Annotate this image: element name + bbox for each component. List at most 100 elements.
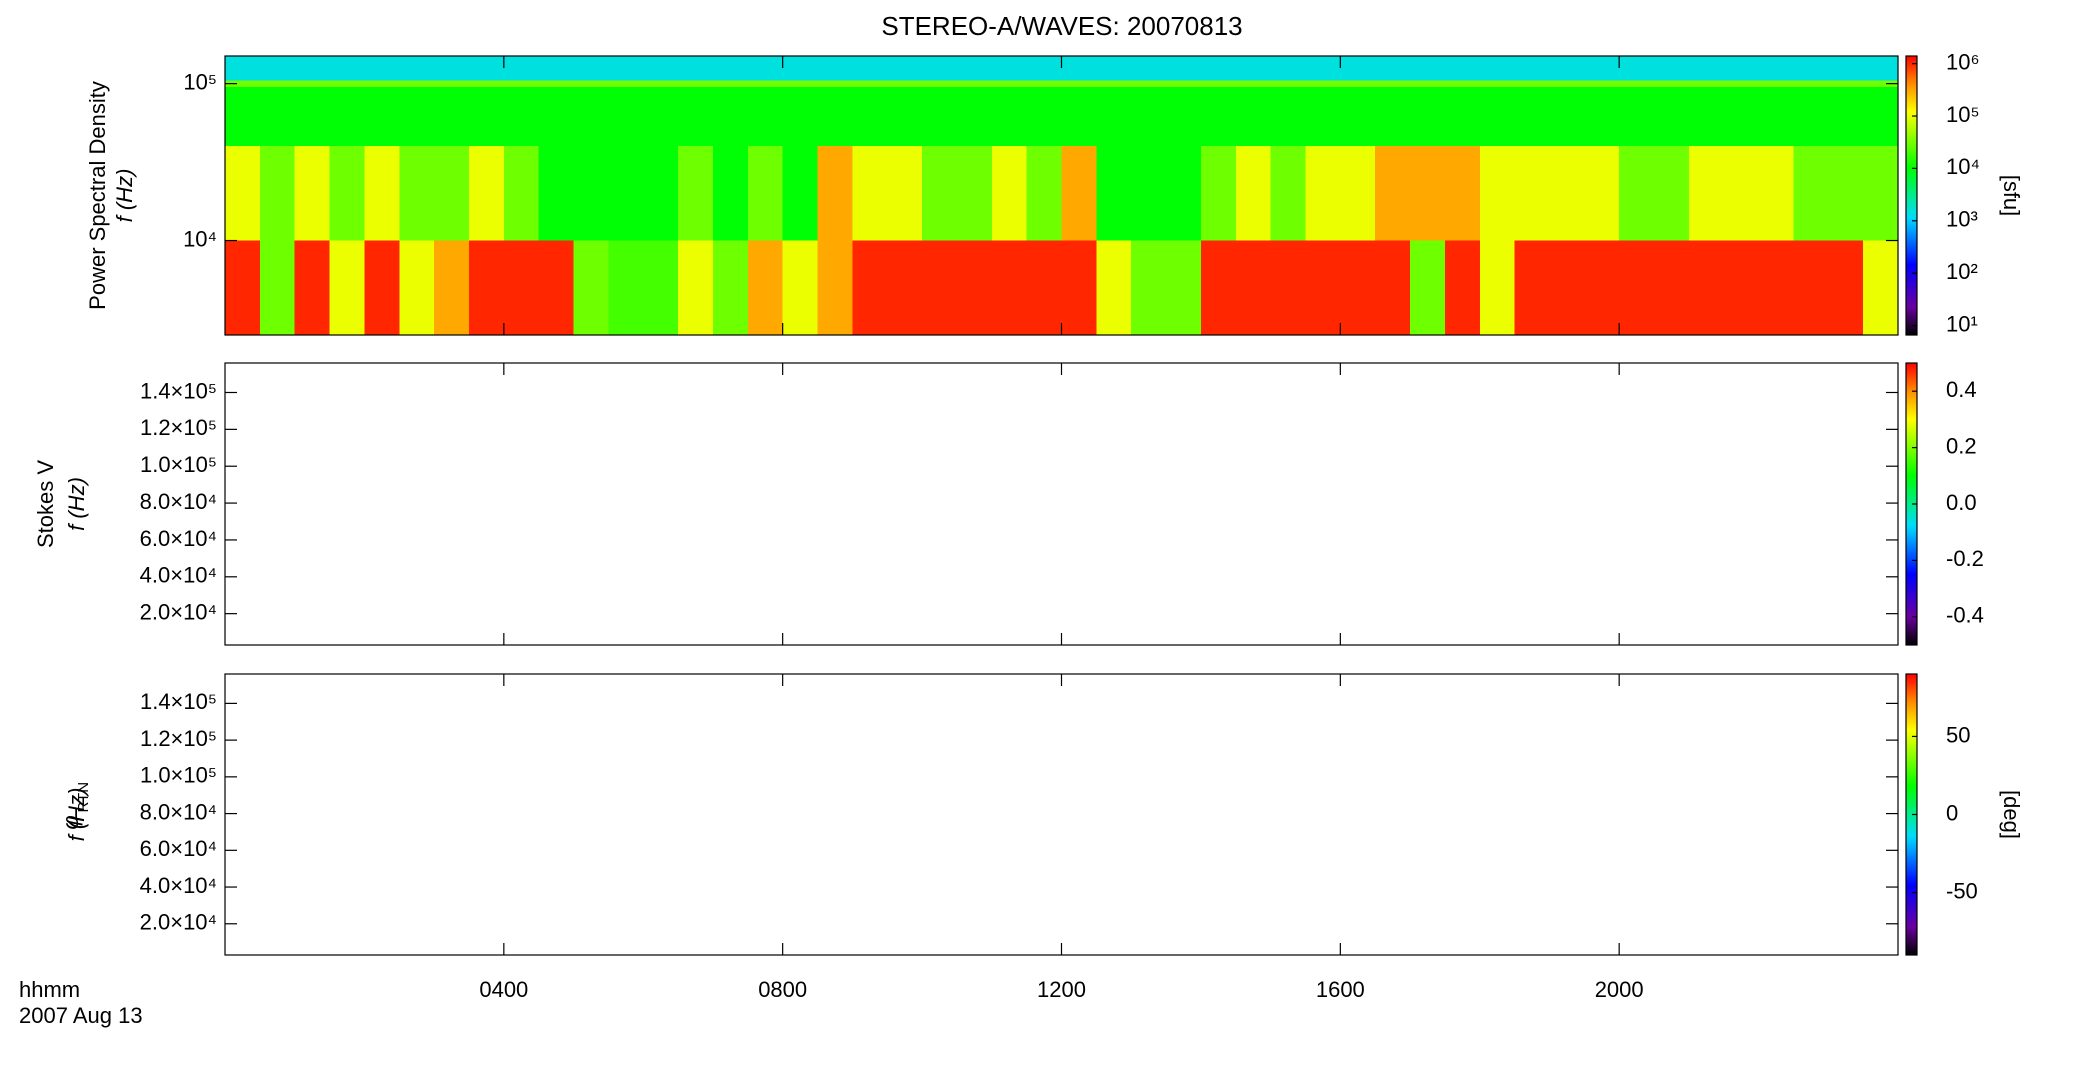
heatmap-cell: [922, 80, 958, 88]
heatmap-cell: [956, 240, 993, 335]
heatmap-cell: [1026, 80, 1063, 88]
heatmap-cell: [294, 56, 331, 81]
heatmap-cell: [468, 240, 505, 335]
colorbar-label: [deg]: [1999, 790, 2024, 839]
heatmap-cell: [1723, 240, 1760, 335]
heatmap-cell: [782, 146, 819, 241]
heatmap-cell: [434, 87, 470, 147]
colorbar-tick-label: -0.4: [1946, 603, 1984, 628]
heatmap-cell: [538, 240, 575, 335]
heatmap-cell: [434, 80, 470, 88]
heatmap-cell: [1584, 146, 1620, 241]
heatmap-cell: [1235, 87, 1272, 147]
heatmap-cell: [1828, 146, 1864, 241]
heatmap-cell: [991, 87, 1028, 147]
heatmap-cell: [991, 56, 1028, 81]
heatmap-cell: [1619, 146, 1655, 241]
heatmap-cell: [1793, 87, 1829, 147]
heatmap-cell: [259, 87, 296, 147]
heatmap-cell: [1410, 146, 1446, 241]
heatmap-cell: [608, 56, 644, 81]
heatmap-cell: [887, 56, 923, 81]
y-tick-label: 2.0×10⁴: [140, 910, 217, 935]
colorbar-tick-label: 10⁶: [1946, 49, 1980, 74]
heatmap-cell: [1479, 80, 1516, 88]
heatmap-cell: [1863, 56, 1899, 81]
heatmap-cell: [678, 146, 714, 241]
heatmap-cell: [1270, 80, 1307, 88]
heatmap-cell: [1758, 80, 1795, 88]
heatmap-cell: [1688, 80, 1725, 88]
x-tick-label: 0400: [479, 977, 528, 1002]
colorbar-tick-label: 10³: [1946, 207, 1978, 232]
y-axis-label: Stokes V: [33, 460, 58, 548]
heatmap-cell: [817, 80, 853, 88]
heatmap-cell: [1305, 56, 1341, 81]
y-tick-label: 10⁵: [183, 69, 217, 94]
y-tick-label: 1.0×10⁵: [140, 763, 217, 788]
heatmap-cell: [922, 240, 958, 335]
heatmap-cell: [608, 146, 644, 241]
heatmap-cell: [1096, 56, 1132, 81]
heatmap-cell: [1654, 87, 1690, 147]
heatmap-cell: [1549, 87, 1585, 147]
heatmap-cell: [887, 87, 923, 147]
heatmap-cell: [503, 80, 540, 88]
heatmap-cell: [643, 87, 679, 147]
heatmap-cell: [608, 240, 644, 335]
colorbar-tick-label: 50: [1946, 722, 1970, 747]
heatmap-cell: [573, 80, 609, 88]
plot-frame: [224, 673, 1899, 956]
heatmap-cell: [1723, 87, 1760, 147]
heatmap-cell: [573, 240, 609, 335]
heatmap-cell: [434, 56, 470, 81]
heatmap-cell: [852, 146, 888, 241]
heatmap-cell: [608, 80, 644, 88]
heatmap-cell: [643, 56, 679, 81]
heatmap-cell: [747, 146, 784, 241]
heatmap-cell: [1026, 146, 1063, 241]
heatmap-cell: [329, 56, 366, 81]
colorbar: [1905, 55, 1918, 336]
heatmap-cell: [1584, 56, 1620, 81]
date-label: 2007 Aug 13: [19, 1003, 143, 1028]
y-tick-label: 1.2×10⁵: [140, 415, 217, 440]
y-axis-label-2: f (Hz): [64, 788, 89, 842]
heatmap-cell: [1584, 80, 1620, 88]
y-tick-label: 1.2×10⁵: [140, 726, 217, 751]
heatmap-cell: [434, 240, 470, 335]
x-axis-label: hhmm: [19, 977, 80, 1002]
heatmap-cell: [1688, 146, 1725, 241]
heatmap-cell: [1061, 240, 1097, 335]
colorbar-tick-label: 10¹: [1946, 311, 1978, 336]
heatmap-cell: [259, 146, 296, 241]
heatmap-cell: [747, 87, 784, 147]
heatmap-cell: [1479, 146, 1516, 241]
heatmap-cell: [1444, 240, 1481, 335]
heatmap-cell: [678, 56, 714, 81]
y-tick-label: 6.0×10⁴: [140, 526, 217, 551]
heatmap-cell: [1828, 87, 1864, 147]
heatmap-cell: [1061, 56, 1097, 81]
heatmap-cell: [956, 146, 993, 241]
heatmap-cell: [1863, 80, 1899, 88]
x-tick-label: 1600: [1316, 977, 1365, 1002]
heatmap-cell: [468, 146, 505, 241]
heatmap-cell: [329, 146, 366, 241]
colorbar-tick-label: 10⁵: [1946, 102, 1980, 127]
plot-frame: [224, 362, 1899, 646]
heatmap-cell: [1096, 240, 1132, 335]
heatmap-cell: [956, 56, 993, 81]
heatmap-cell: [364, 146, 400, 241]
heatmap-cell: [1444, 80, 1481, 88]
colorbar-tick-label: 0.4: [1946, 377, 1977, 402]
heatmap-cell: [782, 240, 819, 335]
heatmap-cell: [1340, 240, 1376, 335]
heatmap-cell: [259, 80, 296, 88]
heatmap-cell: [329, 80, 366, 88]
heatmap-cell: [1654, 240, 1690, 335]
heatmap-cell: [1096, 87, 1132, 147]
heatmap-cell: [1654, 56, 1690, 81]
heatmap-cell: [1793, 146, 1829, 241]
